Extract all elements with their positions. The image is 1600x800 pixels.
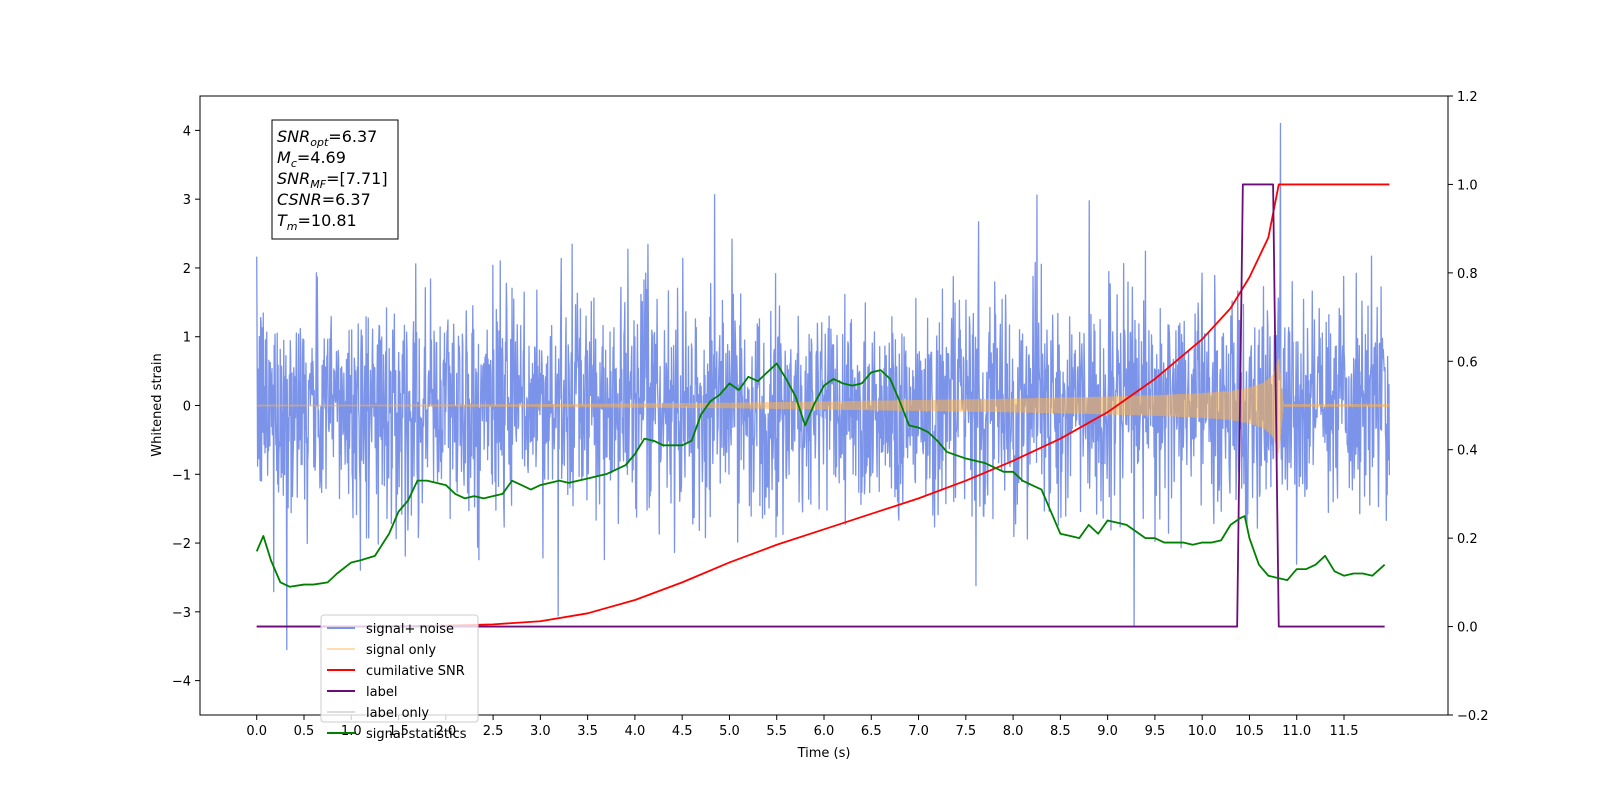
x-tick-label: 5.0 xyxy=(719,724,740,739)
annotation-snr-opt-value: =6.37 xyxy=(328,127,377,146)
x-tick-label: 4.5 xyxy=(672,724,693,739)
x-tick-label: 6.0 xyxy=(814,724,835,739)
y-right-tick-label: 0.4 xyxy=(1457,444,1478,459)
plot-area xyxy=(200,96,1448,715)
x-tick-label: 9.5 xyxy=(1145,724,1166,739)
annotation-snr-mf-subscript: MF xyxy=(310,178,326,191)
y-tick-label: 2 xyxy=(183,262,191,277)
x-tick-label: 7.0 xyxy=(908,724,929,739)
series-signal-statistics-line xyxy=(255,362,1386,588)
annotation-mc: Mc=4.69 xyxy=(277,148,346,170)
annotation-tm: Tm=10.81 xyxy=(277,211,357,233)
legend-label: signal+ noise xyxy=(366,622,454,637)
x-axis-label: Time (s) xyxy=(797,746,851,761)
x-tick-label: 4.0 xyxy=(625,724,646,739)
x-axis: 0.0 0.5 1.0 1.5 2.0 2.5 3.0 3.5 4.0 4.5 5.0 5.5 6.0 6… xyxy=(246,715,1358,739)
annotation-mc-value: =4.69 xyxy=(297,148,346,167)
x-tick-label: 11.5 xyxy=(1330,724,1359,739)
annotation-tm-value: =10.81 xyxy=(298,211,357,230)
y-tick-label: 0 xyxy=(183,400,191,415)
annotation-csnr-value: =6.37 xyxy=(322,190,371,209)
legend-label: signal statistics xyxy=(366,727,467,742)
annotation-csnr: CSNR=6.37 xyxy=(277,190,371,209)
annotation-snr-opt: SNRopt=6.37 xyxy=(277,127,377,149)
x-tick-label: 8.5 xyxy=(1050,724,1071,739)
y-right-tick-label: −0.2 xyxy=(1457,709,1489,724)
annotation-tm-subscript: m xyxy=(287,220,298,233)
annotation-box: SNRopt=6.37Mc=4.69SNRMF=[7.71]CSNR=6.37T… xyxy=(271,119,399,240)
x-tick-label: 10.5 xyxy=(1235,724,1264,739)
annotation-csnr-symbol: CSNR xyxy=(277,190,322,209)
annotation-tm-symbol: T xyxy=(277,211,288,230)
x-tick-label: 10.0 xyxy=(1188,724,1217,739)
y-right-tick-label: 0.6 xyxy=(1457,355,1478,370)
y-right-tick-label: 0.8 xyxy=(1457,267,1478,282)
annotation-snr-mf-symbol: SNR xyxy=(277,169,310,188)
legend-label: label xyxy=(366,685,397,700)
x-tick-label: 11.0 xyxy=(1282,724,1311,739)
x-tick-label: 7.5 xyxy=(955,724,976,739)
annotation-snr-mf-value: =[7.71] xyxy=(326,169,388,188)
y-axis-label: Whitened strain xyxy=(150,353,165,456)
x-tick-label: 2.5 xyxy=(483,724,504,739)
x-tick-label: 0.0 xyxy=(246,724,267,739)
annotation-mc-subscript: c xyxy=(291,157,297,170)
y-tick-label: 1 xyxy=(183,331,191,346)
x-tick-label: 3.5 xyxy=(577,724,598,739)
x-tick-label: 9.0 xyxy=(1097,724,1118,739)
annotation-snr-opt-symbol: SNR xyxy=(277,127,310,146)
series-label-line xyxy=(256,183,1385,628)
x-tick-label: 0.5 xyxy=(294,724,315,739)
x-tick-label: 8.0 xyxy=(1003,724,1024,739)
series-signal-only-line xyxy=(256,358,1390,454)
legend-label: signal only xyxy=(366,643,436,658)
x-tick-label: 1.5 xyxy=(388,724,409,739)
series-cumulative-snr-line xyxy=(256,183,1390,628)
y-tick-label: −3 xyxy=(172,606,191,621)
legend: signal+ noise signal only cumilative SNR la… xyxy=(320,614,479,742)
annotation-mc-symbol: M xyxy=(277,148,291,167)
legend-frame xyxy=(320,614,479,723)
y-axis-left: −4 −3 −2 −1 0 1 2 3 4 xyxy=(172,124,200,690)
y-right-tick-label: 1.2 xyxy=(1457,90,1478,105)
legend-label: cumilative SNR xyxy=(366,664,465,679)
y-tick-label: −2 xyxy=(172,537,191,552)
y-axis-right: −0.2 0.0 0.2 0.4 0.6 0.8 1.0 1.2 xyxy=(1448,90,1489,724)
annotation-box-frame xyxy=(271,119,399,240)
y-right-tick-label: 0.2 xyxy=(1457,532,1478,547)
x-tick-label: 5.5 xyxy=(766,724,787,739)
y-tick-label: 3 xyxy=(183,193,191,208)
x-tick-label: 6.5 xyxy=(861,724,882,739)
x-tick-label: 3.0 xyxy=(530,724,551,739)
y-tick-label: −4 xyxy=(172,675,191,690)
x-tick-label: 1.0 xyxy=(341,724,362,739)
legend-label: label only xyxy=(366,706,429,721)
y-right-tick-label: 0.0 xyxy=(1457,621,1478,636)
x-tick-label: 2.0 xyxy=(435,724,456,739)
annotation-snr-mf: SNRMF=[7.71] xyxy=(277,169,388,191)
series-layer xyxy=(255,122,1391,651)
y-tick-label: 4 xyxy=(183,124,191,139)
y-tick-label: −1 xyxy=(172,468,191,483)
y-right-tick-label: 1.0 xyxy=(1457,178,1478,193)
annotation-snr-opt-subscript: opt xyxy=(310,136,329,149)
